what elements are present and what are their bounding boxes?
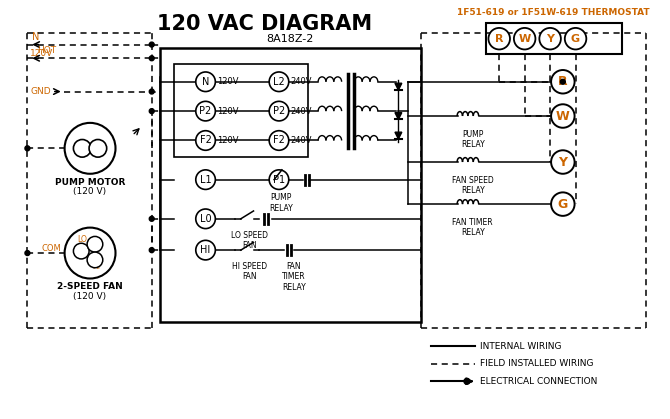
Text: R: R bbox=[558, 75, 567, 88]
Text: N: N bbox=[202, 77, 209, 87]
Circle shape bbox=[149, 89, 154, 94]
Circle shape bbox=[74, 140, 91, 157]
Circle shape bbox=[539, 28, 561, 49]
Bar bbox=[159, 47, 421, 321]
Circle shape bbox=[565, 28, 586, 49]
Text: FAN SPEED
RELAY: FAN SPEED RELAY bbox=[452, 176, 494, 195]
Circle shape bbox=[196, 170, 215, 189]
Circle shape bbox=[89, 140, 107, 157]
Circle shape bbox=[551, 70, 575, 93]
Text: W: W bbox=[556, 109, 570, 122]
Circle shape bbox=[514, 28, 535, 49]
Text: Y: Y bbox=[546, 34, 554, 44]
Circle shape bbox=[269, 131, 289, 150]
Circle shape bbox=[464, 378, 470, 384]
Bar bbox=[174, 64, 308, 157]
Text: 120V: 120V bbox=[217, 106, 239, 116]
Text: GND: GND bbox=[30, 87, 51, 96]
Text: 120V: 120V bbox=[30, 49, 54, 59]
Text: INTERNAL WIRING: INTERNAL WIRING bbox=[480, 341, 561, 351]
Text: FAN TIMER
RELAY: FAN TIMER RELAY bbox=[452, 218, 493, 237]
Text: W: W bbox=[519, 34, 531, 44]
Text: 120V: 120V bbox=[217, 136, 239, 145]
Text: P2: P2 bbox=[273, 106, 285, 116]
Text: Y: Y bbox=[558, 155, 567, 168]
Circle shape bbox=[149, 216, 154, 221]
Text: P1: P1 bbox=[273, 175, 285, 185]
Text: HI: HI bbox=[92, 262, 100, 271]
Text: 120 VAC DIAGRAM: 120 VAC DIAGRAM bbox=[157, 14, 372, 34]
Text: F2: F2 bbox=[273, 135, 285, 145]
Circle shape bbox=[64, 228, 115, 279]
Text: HOT: HOT bbox=[38, 47, 56, 55]
Circle shape bbox=[196, 72, 215, 91]
Circle shape bbox=[196, 101, 215, 121]
Text: R: R bbox=[495, 34, 503, 44]
Text: P2: P2 bbox=[200, 106, 212, 116]
Text: L0: L0 bbox=[200, 214, 211, 224]
Text: ELECTRICAL CONNECTION: ELECTRICAL CONNECTION bbox=[480, 377, 597, 386]
Circle shape bbox=[74, 243, 89, 259]
Circle shape bbox=[269, 72, 289, 91]
Text: LO SPEED
FAN: LO SPEED FAN bbox=[231, 230, 268, 250]
Text: L2: L2 bbox=[273, 77, 285, 87]
Text: 120V: 120V bbox=[217, 77, 239, 86]
Circle shape bbox=[149, 56, 154, 61]
Circle shape bbox=[269, 101, 289, 121]
Circle shape bbox=[149, 248, 154, 253]
Text: HI SPEED
FAN: HI SPEED FAN bbox=[232, 262, 267, 281]
Circle shape bbox=[196, 209, 215, 229]
Circle shape bbox=[560, 79, 565, 84]
Polygon shape bbox=[395, 83, 402, 90]
Text: LO: LO bbox=[77, 235, 87, 244]
Text: L1: L1 bbox=[200, 175, 211, 185]
Circle shape bbox=[25, 146, 30, 151]
Text: (120 V): (120 V) bbox=[74, 187, 107, 197]
Polygon shape bbox=[395, 113, 402, 119]
Text: PUMP
RELAY: PUMP RELAY bbox=[461, 130, 484, 149]
Circle shape bbox=[269, 170, 289, 189]
Circle shape bbox=[488, 28, 510, 49]
Text: 240V: 240V bbox=[291, 77, 312, 86]
Circle shape bbox=[64, 123, 115, 174]
Circle shape bbox=[149, 109, 154, 114]
Text: N: N bbox=[32, 31, 40, 41]
Circle shape bbox=[551, 104, 575, 128]
Bar bbox=[486, 23, 622, 54]
Text: FAN
TIMER
RELAY: FAN TIMER RELAY bbox=[282, 262, 306, 292]
Text: PUMP
RELAY: PUMP RELAY bbox=[269, 193, 293, 213]
Circle shape bbox=[196, 241, 215, 260]
Text: 2-SPEED FAN: 2-SPEED FAN bbox=[57, 282, 123, 292]
Text: FIELD INSTALLED WIRING: FIELD INSTALLED WIRING bbox=[480, 359, 593, 368]
Text: PUMP MOTOR: PUMP MOTOR bbox=[55, 178, 125, 187]
Circle shape bbox=[87, 252, 103, 268]
Text: 240V: 240V bbox=[291, 106, 312, 116]
Text: 1F51-619 or 1F51W-619 THERMOSTAT: 1F51-619 or 1F51W-619 THERMOSTAT bbox=[457, 8, 650, 17]
Text: 240V: 240V bbox=[291, 136, 312, 145]
Text: HI: HI bbox=[200, 245, 210, 255]
Circle shape bbox=[551, 192, 575, 216]
Text: (120 V): (120 V) bbox=[74, 292, 107, 301]
Text: F2: F2 bbox=[200, 135, 212, 145]
Text: G: G bbox=[571, 34, 580, 44]
Circle shape bbox=[25, 251, 30, 256]
Text: 8A18Z-2: 8A18Z-2 bbox=[267, 34, 314, 44]
Circle shape bbox=[196, 131, 215, 150]
Circle shape bbox=[551, 150, 575, 174]
Text: COM: COM bbox=[42, 244, 62, 253]
Circle shape bbox=[149, 42, 154, 47]
Polygon shape bbox=[395, 132, 402, 139]
Text: G: G bbox=[557, 198, 568, 211]
Circle shape bbox=[87, 236, 103, 252]
